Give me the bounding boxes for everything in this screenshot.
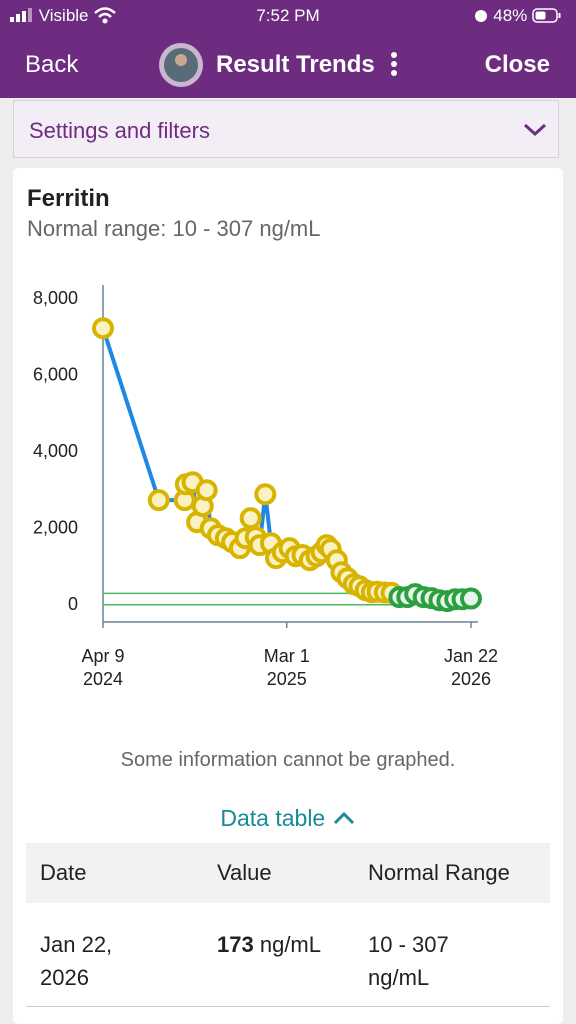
- x-tick-label: 2024: [83, 669, 123, 689]
- chevron-down: [523, 123, 547, 137]
- toggle-label: Data table: [220, 805, 326, 831]
- x-tick-label: 2025: [267, 669, 307, 689]
- data-table-toggle[interactable]: Data table: [13, 805, 563, 832]
- x-tick-label: 2026: [451, 669, 491, 689]
- date-cell: Jan 22, 2026: [40, 932, 113, 990]
- y-tick-label: 2,000: [33, 517, 78, 537]
- battery-percent: 48%: [493, 6, 528, 25]
- carrier-name: Visible: [38, 6, 89, 25]
- y-tick-label: 8,000: [33, 288, 78, 308]
- settings-bar[interactable]: Settings and filters: [13, 100, 559, 158]
- graph-note: Some information cannot be graphed.: [120, 749, 456, 771]
- signal-icon: [10, 8, 32, 22]
- data-point: [195, 479, 218, 502]
- value-unit: ng/mL: [259, 932, 321, 957]
- alarm-icon: [474, 10, 487, 22]
- value-number: 173: [217, 932, 254, 957]
- y-tick-label: 4,000: [33, 441, 78, 461]
- table-row: Jan 22, 2026 173 ng/mL 10 - 307 ng/mL: [26, 903, 550, 1007]
- header: Visible 7:52 PM 48% Back Result Trends C…: [0, 0, 576, 98]
- battery-icon: [532, 8, 561, 23]
- clock: 7:52 PM: [256, 6, 320, 25]
- data-point: [254, 483, 277, 506]
- header-cell: Date: [40, 860, 87, 885]
- x-tick-label: Apr 9: [81, 646, 124, 666]
- header-cell: Normal Range: [368, 860, 510, 885]
- x-tick-label: Jan 22: [444, 646, 498, 666]
- test-name: Ferritin: [27, 185, 110, 212]
- data-point: [92, 317, 114, 340]
- normal-range-text: Normal range: 10 - 307 ng/mL: [27, 216, 321, 241]
- data-point: [147, 489, 170, 512]
- carrier: Visible: [10, 6, 117, 26]
- chart: 0 2,000 4,000 6,000 8,000 Apr 9 2024 Mar 1 2025 J…: [33, 285, 498, 689]
- x-tick-label: Mar 1: [264, 646, 310, 666]
- back-button[interactable]: Back: [25, 51, 79, 78]
- data-point: [460, 587, 482, 610]
- y-tick-label: 6,000: [33, 364, 78, 384]
- header-cell: Value: [217, 860, 272, 885]
- chevron-up: [333, 811, 354, 825]
- table-header: Date Value Normal Range: [26, 843, 550, 903]
- avatar: [159, 43, 203, 87]
- data-point: [239, 507, 262, 530]
- settings-label: Settings and filters: [29, 118, 210, 143]
- close-button[interactable]: Close: [484, 51, 550, 78]
- wifi-icon: [94, 7, 117, 24]
- y-tick-label: 0: [68, 594, 78, 614]
- battery-area: 48%: [473, 6, 563, 26]
- more-button[interactable]: [388, 51, 400, 79]
- range-cell: 10 - 307 ng/mL: [368, 932, 449, 990]
- page-title: Result Trends: [216, 51, 375, 78]
- value-cell: 173 ng/mL: [217, 928, 339, 961]
